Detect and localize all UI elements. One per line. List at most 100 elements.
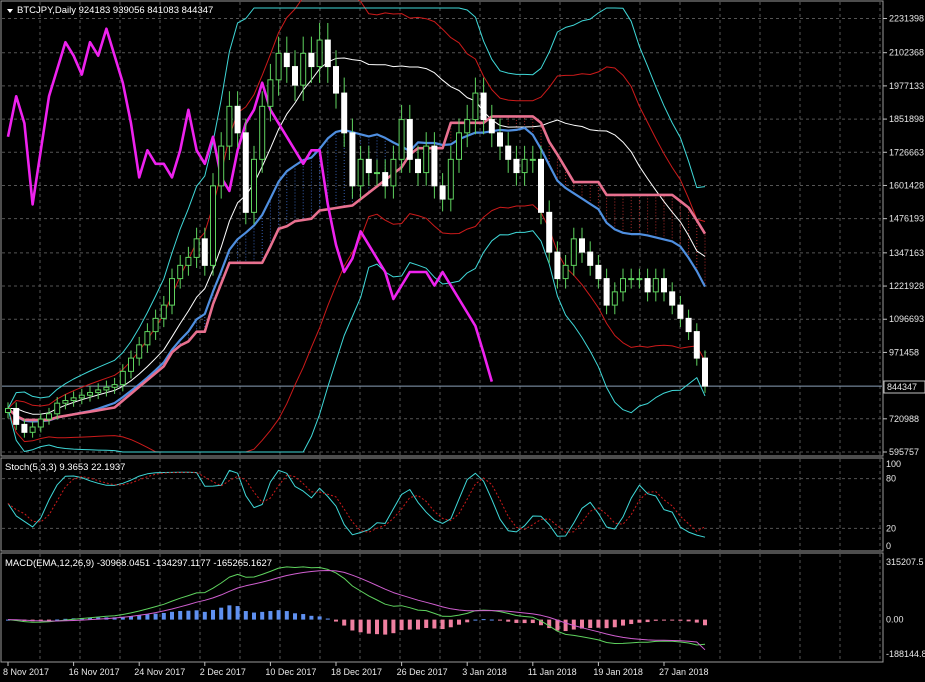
candle-body bbox=[473, 93, 478, 120]
price-tick-label: 1851898 bbox=[889, 114, 924, 124]
price-tick-label: 1476193 bbox=[889, 214, 924, 224]
macd-histogram-bar bbox=[523, 620, 527, 623]
candle-body bbox=[120, 371, 125, 384]
macd-histogram-bar bbox=[367, 620, 371, 634]
candle-body bbox=[252, 159, 257, 212]
macd-histogram-bar bbox=[195, 610, 199, 619]
macd-histogram-bar bbox=[219, 608, 223, 620]
candle-body bbox=[358, 159, 363, 186]
macd-histogram-bar bbox=[359, 620, 363, 633]
candle-body bbox=[448, 159, 453, 199]
candle-body bbox=[88, 393, 93, 396]
macd-histogram-bar bbox=[449, 620, 453, 628]
macd-histogram-bar bbox=[285, 611, 289, 620]
macd-histogram-bar bbox=[178, 611, 182, 620]
time-tick-label: 18 Dec 2017 bbox=[331, 667, 382, 677]
candle-body bbox=[325, 40, 330, 67]
stoch-tick-label: 20 bbox=[886, 523, 896, 533]
main-title-group: BTCJPY,Daily 924183 939056 841083 844347 bbox=[7, 5, 213, 16]
price-tick-label: 2231398 bbox=[889, 13, 924, 23]
candle-body bbox=[38, 419, 43, 427]
macd-histogram-bar bbox=[227, 605, 231, 619]
macd-histogram-bar bbox=[457, 620, 461, 625]
macd-histogram-bar bbox=[514, 620, 518, 623]
candle-body bbox=[530, 159, 535, 160]
price-tick-label: 971458 bbox=[889, 347, 919, 357]
candle-body bbox=[645, 279, 650, 292]
candle-body bbox=[489, 120, 494, 133]
macd-histogram-bar bbox=[47, 620, 51, 621]
macd-histogram-bar bbox=[277, 610, 281, 619]
macd-histogram-bar bbox=[203, 612, 207, 620]
macd-histogram-bar bbox=[432, 620, 436, 629]
stoch-pane-title: Stoch(5,3,3) 9.3653 22.1937 bbox=[5, 462, 125, 473]
candle-body bbox=[153, 318, 158, 331]
macd-histogram-bar bbox=[646, 620, 650, 622]
candle-body bbox=[129, 358, 134, 371]
candle-body bbox=[416, 159, 421, 172]
price-tick-label: 1726663 bbox=[889, 147, 924, 157]
macd-histogram-bar bbox=[162, 613, 166, 620]
current-price-marker: 844347 bbox=[884, 381, 925, 393]
macd-histogram-bar bbox=[154, 614, 158, 620]
time-tick-label: 16 Nov 2017 bbox=[69, 667, 120, 677]
time-tick-label: 2 Dec 2017 bbox=[200, 667, 246, 677]
macd-histogram-bar bbox=[293, 613, 297, 619]
candle-body bbox=[383, 173, 388, 186]
candle-body bbox=[440, 186, 445, 199]
macd-histogram-bar bbox=[654, 620, 658, 621]
macd-histogram-bar bbox=[482, 619, 486, 620]
candle-body bbox=[375, 173, 380, 174]
candle-body bbox=[604, 279, 609, 306]
price-tick-label: 720988 bbox=[889, 414, 919, 424]
candle-body bbox=[703, 358, 708, 386]
macd-histogram-bar bbox=[186, 611, 190, 620]
macd-histogram-bar bbox=[145, 614, 149, 619]
macd-histogram-bar bbox=[621, 620, 625, 626]
macd-histogram-bar bbox=[383, 620, 387, 635]
candle-body bbox=[22, 424, 27, 432]
candle-body bbox=[366, 159, 371, 172]
macd-tick-label: 315207.5 bbox=[886, 557, 924, 567]
candle-body bbox=[407, 120, 412, 160]
candle-body bbox=[112, 385, 117, 388]
candle-body bbox=[506, 146, 511, 159]
macd-tick-label: -188144.8 bbox=[886, 649, 925, 659]
candle-body bbox=[334, 67, 339, 94]
candle-body bbox=[481, 93, 486, 120]
candle-body bbox=[186, 257, 191, 265]
macd-histogram-bar bbox=[334, 620, 338, 622]
macd-tick-label: 0.00 bbox=[886, 615, 904, 625]
candle-body bbox=[522, 159, 527, 172]
candle-body bbox=[14, 408, 19, 424]
candle-body bbox=[178, 265, 183, 278]
macd-histogram-bar bbox=[687, 620, 691, 622]
candle-body bbox=[539, 159, 544, 212]
macd-histogram-bar bbox=[555, 620, 559, 631]
macd-histogram-bar bbox=[490, 620, 494, 621]
candle-body bbox=[350, 133, 355, 186]
macd-histogram-bar bbox=[252, 613, 256, 620]
macd-histogram-bar bbox=[211, 610, 215, 620]
candle-body bbox=[71, 398, 76, 401]
candle-body bbox=[301, 53, 306, 85]
candle-body bbox=[55, 403, 60, 414]
macd-histogram-bar bbox=[416, 620, 420, 630]
candle-body bbox=[309, 53, 314, 66]
candle-body bbox=[555, 252, 560, 279]
candle-body bbox=[694, 332, 699, 359]
macd-histogram-bar bbox=[441, 620, 445, 629]
stoch-tick-label: 100 bbox=[886, 459, 901, 469]
candle-body bbox=[96, 390, 101, 393]
macd-histogram-bar bbox=[260, 612, 264, 620]
candle-body bbox=[670, 292, 675, 305]
candle-body bbox=[547, 212, 552, 252]
current-price-label: 844347 bbox=[887, 382, 917, 392]
macd-histogram-bar bbox=[637, 620, 641, 623]
price-tick-label: 1221928 bbox=[889, 281, 924, 291]
candle-body bbox=[391, 159, 396, 186]
macd-histogram-bar bbox=[408, 620, 412, 630]
time-tick-label: 26 Dec 2017 bbox=[397, 667, 448, 677]
time-tick-label: 10 Dec 2017 bbox=[265, 667, 316, 677]
